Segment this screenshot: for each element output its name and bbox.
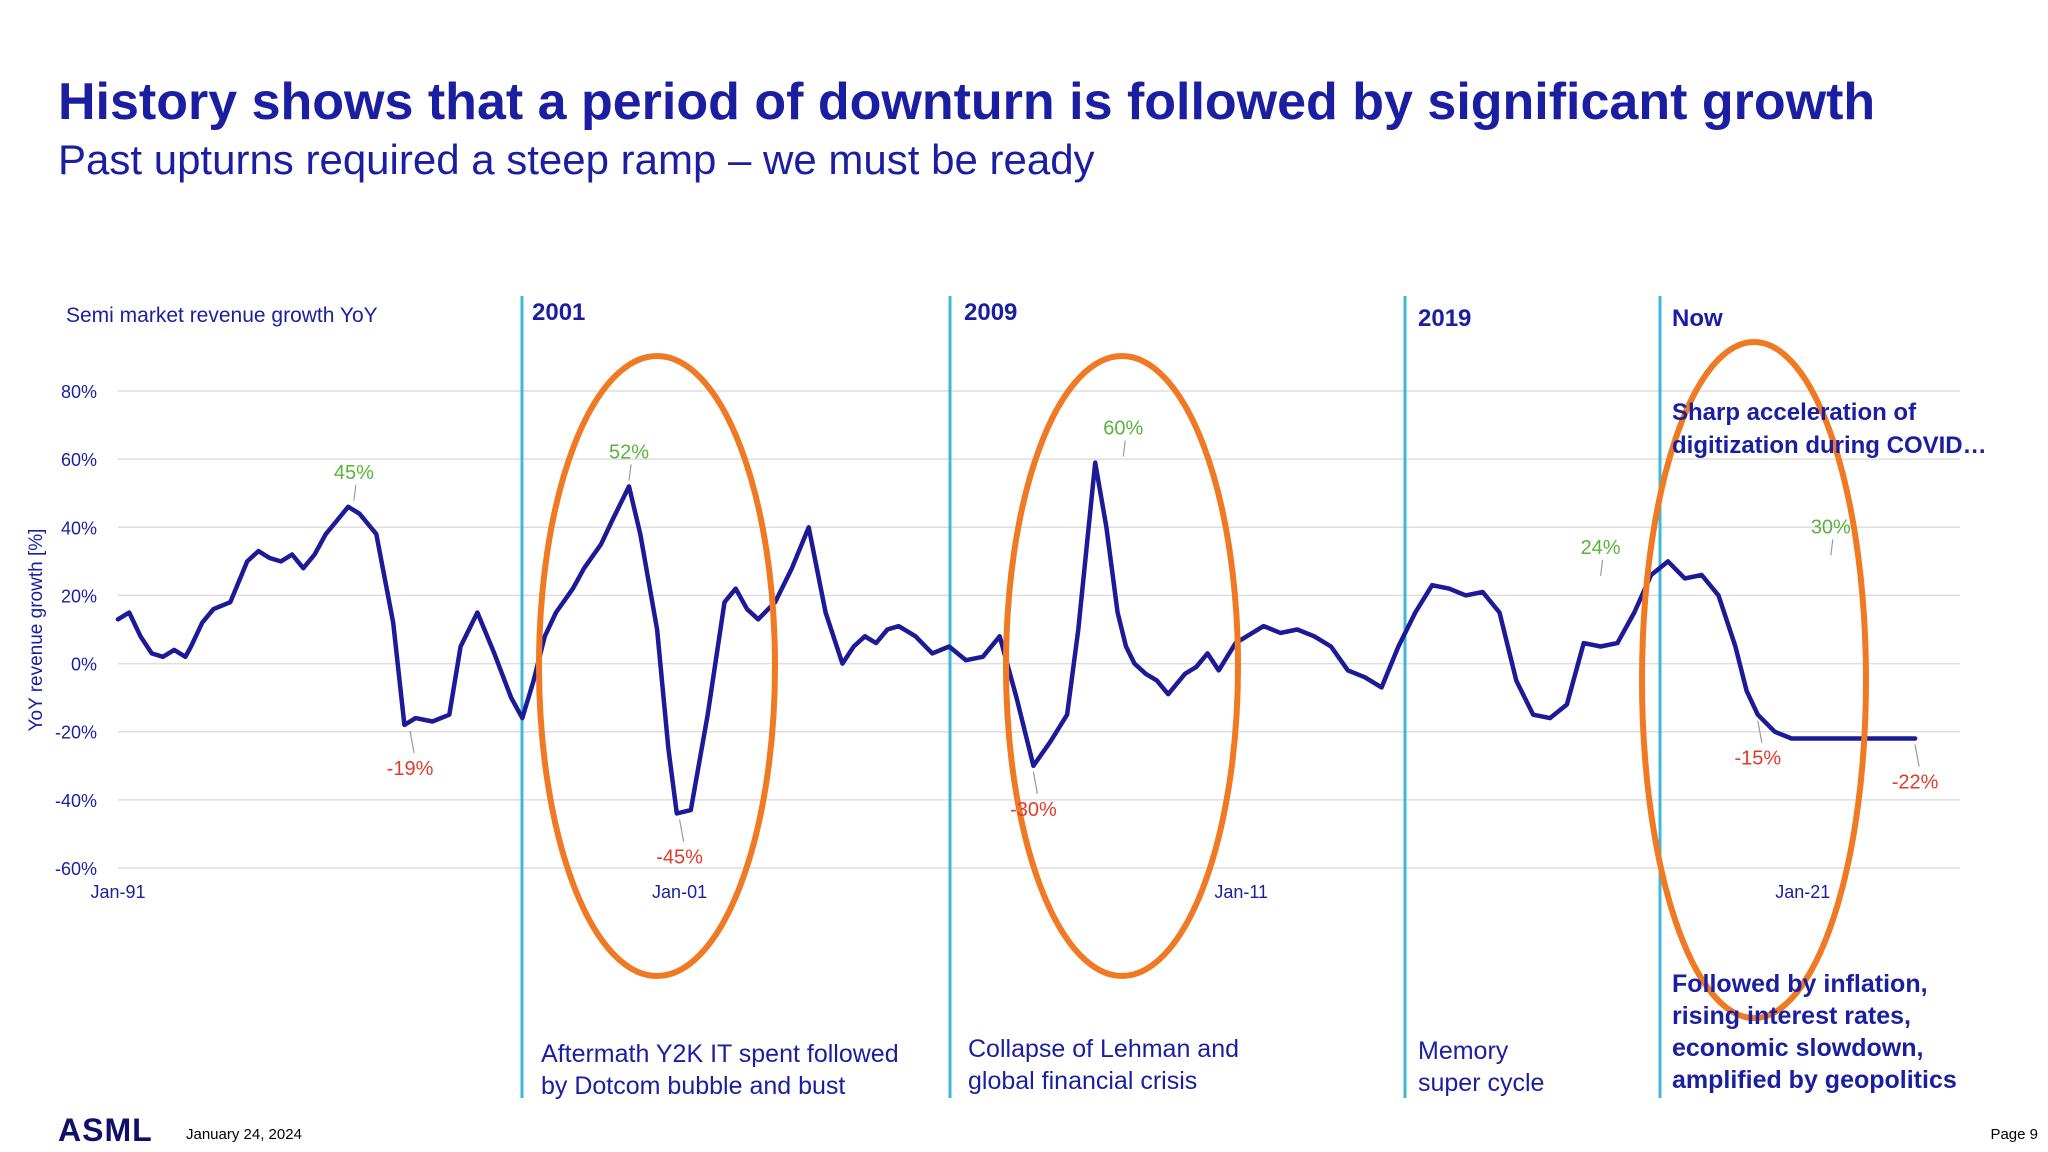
x-tick-label: Jan-91 — [90, 882, 145, 902]
y-tick-label: 0% — [71, 655, 97, 675]
page-number: Page 9 — [1990, 1126, 2038, 1143]
y-tick-label: 40% — [61, 518, 97, 538]
asml-logo: ASML — [58, 1112, 153, 1148]
highlight-ellipse — [536, 353, 778, 979]
period-label-2019: 2019 — [1418, 305, 1471, 332]
period-description: Memory — [1418, 1037, 1509, 1065]
data-label-leader — [1122, 440, 1126, 457]
data-label-leader — [1914, 744, 1920, 767]
data-label: -15% — [1734, 748, 1781, 770]
period-description: super cycle — [1418, 1069, 1544, 1097]
data-label: 52% — [609, 441, 649, 463]
period-label-now: Now — [1672, 305, 1723, 332]
x-tick-label: Jan-01 — [652, 882, 707, 902]
data-label-leader — [1599, 559, 1604, 576]
y-tick-label: 80% — [61, 382, 97, 402]
y-axis-label: YoY revenue growth [%] — [26, 529, 47, 732]
period-description: Collapse of Lehman and — [968, 1035, 1239, 1063]
data-label-leader — [353, 484, 357, 501]
page-title: History shows that a period of downturn … — [58, 73, 1876, 131]
data-label-leader — [628, 464, 632, 481]
data-label: -45% — [656, 846, 703, 868]
period-description: economic slowdown, — [1672, 1034, 1923, 1062]
x-tick-label: Jan-11 — [1214, 882, 1268, 902]
period-description: by Dotcom bubble and bust — [541, 1072, 845, 1100]
page-subtitle: Past upturns required a steep ramp – we … — [58, 136, 1095, 183]
highlight-ellipse — [1003, 353, 1241, 979]
data-label: -30% — [1010, 799, 1057, 821]
data-label: 60% — [1103, 418, 1143, 440]
series-line-semi-revenue-growth — [115, 460, 1918, 816]
data-label-leader — [1032, 771, 1038, 794]
data-label-leader — [409, 730, 415, 754]
y-tick-label: -60% — [55, 859, 97, 879]
period-description: rising interest rates, — [1672, 1002, 1911, 1030]
data-label-leader — [1830, 539, 1834, 556]
period-label-2009: 2009 — [964, 299, 1017, 326]
period-description: Followed by inflation, — [1672, 970, 1928, 998]
y-tick-label: -40% — [55, 791, 97, 811]
covid-note: digitization during COVID… — [1672, 432, 1987, 459]
y-tick-label: -20% — [55, 723, 97, 743]
covid-note: Sharp acceleration of — [1672, 399, 1917, 426]
period-description: amplified by geopolitics — [1672, 1066, 1957, 1094]
data-label-leader — [678, 819, 685, 842]
data-label-leader — [1757, 720, 1763, 743]
period-description: global financial crisis — [968, 1067, 1197, 1095]
x-tick-label: Jan-21 — [1775, 882, 1830, 902]
period-label-2001: 2001 — [532, 299, 585, 326]
footer-date: January 24, 2024 — [186, 1126, 302, 1143]
y-tick-label: 60% — [61, 450, 97, 470]
highlight-ellipse — [1639, 339, 1869, 1021]
data-label: 30% — [1811, 516, 1851, 538]
y-tick-label: 20% — [61, 586, 97, 606]
period-description: Aftermath Y2K IT spent followed — [541, 1040, 899, 1068]
data-label: -19% — [387, 758, 434, 780]
data-label: -22% — [1892, 772, 1939, 794]
data-label: 45% — [334, 462, 374, 484]
data-label: 24% — [1581, 537, 1621, 559]
chart-title: Semi market revenue growth YoY — [66, 304, 378, 327]
